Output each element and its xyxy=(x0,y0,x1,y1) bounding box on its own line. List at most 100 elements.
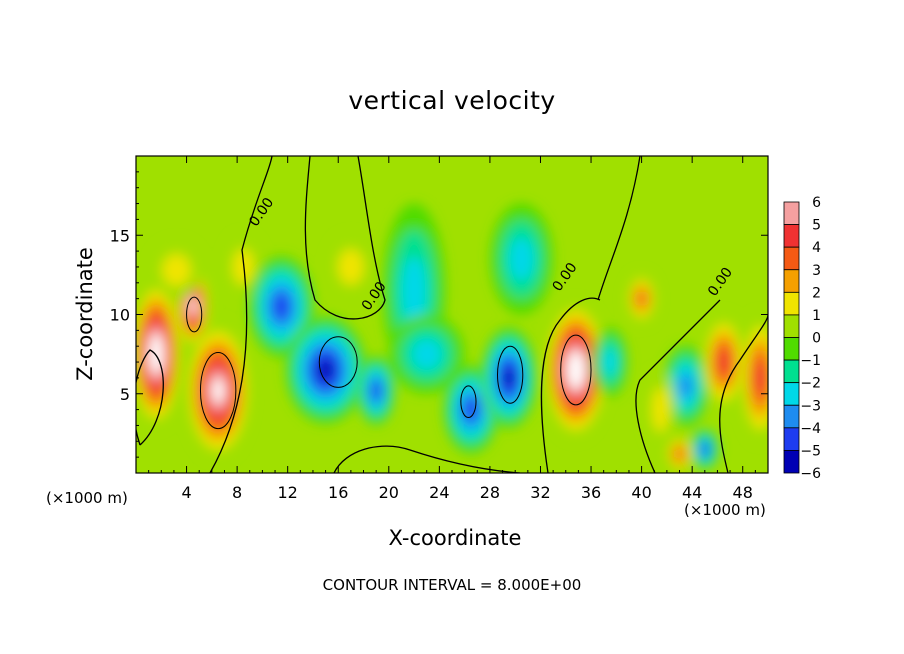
colorbar-swatch xyxy=(783,246,800,271)
field-contour-fill xyxy=(603,348,617,376)
closed-contour-line xyxy=(318,336,358,388)
x-tick-label: 16 xyxy=(328,483,348,502)
field-feature xyxy=(702,314,746,410)
colorbar-tick-label: −2 xyxy=(800,376,821,392)
field-feature xyxy=(663,344,709,428)
x-tick-label: 4 xyxy=(181,483,191,502)
field-feature xyxy=(136,281,182,428)
field-feature xyxy=(489,203,554,315)
field-feature xyxy=(357,355,396,426)
x-tick-label: 48 xyxy=(733,483,753,502)
colorbar-tick-label: −6 xyxy=(800,466,821,482)
contour-lines xyxy=(136,156,768,473)
zero-contour-line xyxy=(540,297,601,473)
x-axis-label: X-coordinate xyxy=(388,526,522,550)
field-feature xyxy=(592,327,628,397)
zero-contour-line xyxy=(304,156,386,320)
colorbar-swatch xyxy=(783,269,800,293)
zero-contour-line xyxy=(333,445,521,473)
field-contour-fill xyxy=(464,398,478,421)
colorbar-tick-label: 0 xyxy=(812,331,821,347)
x-unit-label-left: (×1000 m) xyxy=(46,489,128,507)
colorbar-tick-label: −1 xyxy=(800,353,821,369)
colorbar-tick-label: −4 xyxy=(800,421,821,437)
x-tick-label: 36 xyxy=(581,483,601,502)
field-feature xyxy=(645,369,676,450)
x-unit-label-right: (×1000 m) xyxy=(684,501,766,519)
velocity-field xyxy=(136,156,768,473)
colorbar-swatch xyxy=(783,382,800,406)
chart-title: vertical velocity xyxy=(348,86,556,115)
colorbar-tick-label: 6 xyxy=(812,195,821,211)
zero-contour-line xyxy=(597,156,641,301)
colorbar-swatch xyxy=(783,450,800,474)
field-contour-fill xyxy=(401,256,427,326)
field-contour-fill xyxy=(509,237,534,281)
field-contour-fill xyxy=(701,444,709,455)
field-contour-fill xyxy=(678,373,693,399)
field-feature xyxy=(626,273,657,325)
zero-contour-line xyxy=(635,299,721,473)
field-contour-fill xyxy=(675,448,684,460)
x-tick-label: 20 xyxy=(379,483,399,502)
closed-contour-line xyxy=(560,334,592,406)
field-contour-fill xyxy=(273,294,290,320)
field-feature xyxy=(185,322,252,459)
colorbar-swatch xyxy=(783,291,800,316)
field-contour-fill xyxy=(371,382,381,400)
field-contour-fill xyxy=(212,378,225,403)
zero-contour-line xyxy=(136,349,164,446)
x-tick-label: 28 xyxy=(480,483,500,502)
colorbar-tick-label: 5 xyxy=(812,218,821,234)
zero-contour-line xyxy=(209,156,273,473)
field-feature xyxy=(328,235,374,299)
x-tick-label: 24 xyxy=(429,483,449,502)
colorbar-tick-label: 3 xyxy=(812,263,821,279)
field-feature xyxy=(544,301,608,439)
field-feature xyxy=(740,314,768,442)
x-tick-label: 8 xyxy=(232,483,242,502)
closed-contour-line xyxy=(460,385,477,419)
field-contour-fill xyxy=(411,338,442,370)
field-feature xyxy=(151,241,202,299)
field-contour-fill xyxy=(570,359,581,381)
colorbar-tick-label: 1 xyxy=(812,308,821,324)
colorbar-tick-label: 4 xyxy=(812,240,821,256)
field-contour-fill xyxy=(755,362,766,394)
closed-contour-line xyxy=(199,352,237,430)
field-contour-fill xyxy=(637,290,647,307)
colorbar-tick-label: 2 xyxy=(812,285,821,301)
field-contour-fill xyxy=(189,299,196,314)
field-feature xyxy=(481,327,537,429)
colorbar-tick-label: −3 xyxy=(800,398,821,414)
colorbar-swatch xyxy=(783,427,800,451)
colorbar-tick-label: −5 xyxy=(800,443,821,459)
x-tick-label: 12 xyxy=(278,483,298,502)
field-contour-fill xyxy=(718,350,730,374)
field-contour-fill xyxy=(162,253,191,287)
y-tick-label: 5 xyxy=(120,385,130,404)
colorbar-swatch xyxy=(783,404,800,429)
colorbar: 6 5 4 3 2 1 0 −1 −2 −3 −4 −5 −6 xyxy=(783,195,821,482)
field-contour-fill xyxy=(651,387,670,432)
closed-contour-line xyxy=(497,345,524,404)
colorbar-swatch xyxy=(783,337,800,361)
x-tick-label: 40 xyxy=(631,483,651,502)
contour-interval-text: CONTOUR INTERVAL = 8.000E+00 xyxy=(322,576,582,594)
y-tick-label: 10 xyxy=(110,306,130,325)
y-axis-label: Z-coordinate xyxy=(73,247,97,381)
closed-contour-line xyxy=(186,296,203,333)
field-feature xyxy=(285,316,367,424)
x-tick-label: 44 xyxy=(682,483,702,502)
x-tick-label: 32 xyxy=(530,483,550,502)
field-contour-fill xyxy=(338,249,364,285)
field-contour-fill xyxy=(503,367,515,389)
y-tick-label: 15 xyxy=(110,226,130,245)
field-blobs xyxy=(136,203,768,473)
colorbar-swatch xyxy=(783,359,800,384)
colorbar-swatch xyxy=(783,314,800,338)
y-axis: 5 10 15 xyxy=(110,171,768,458)
field-contour-fill xyxy=(317,358,334,382)
